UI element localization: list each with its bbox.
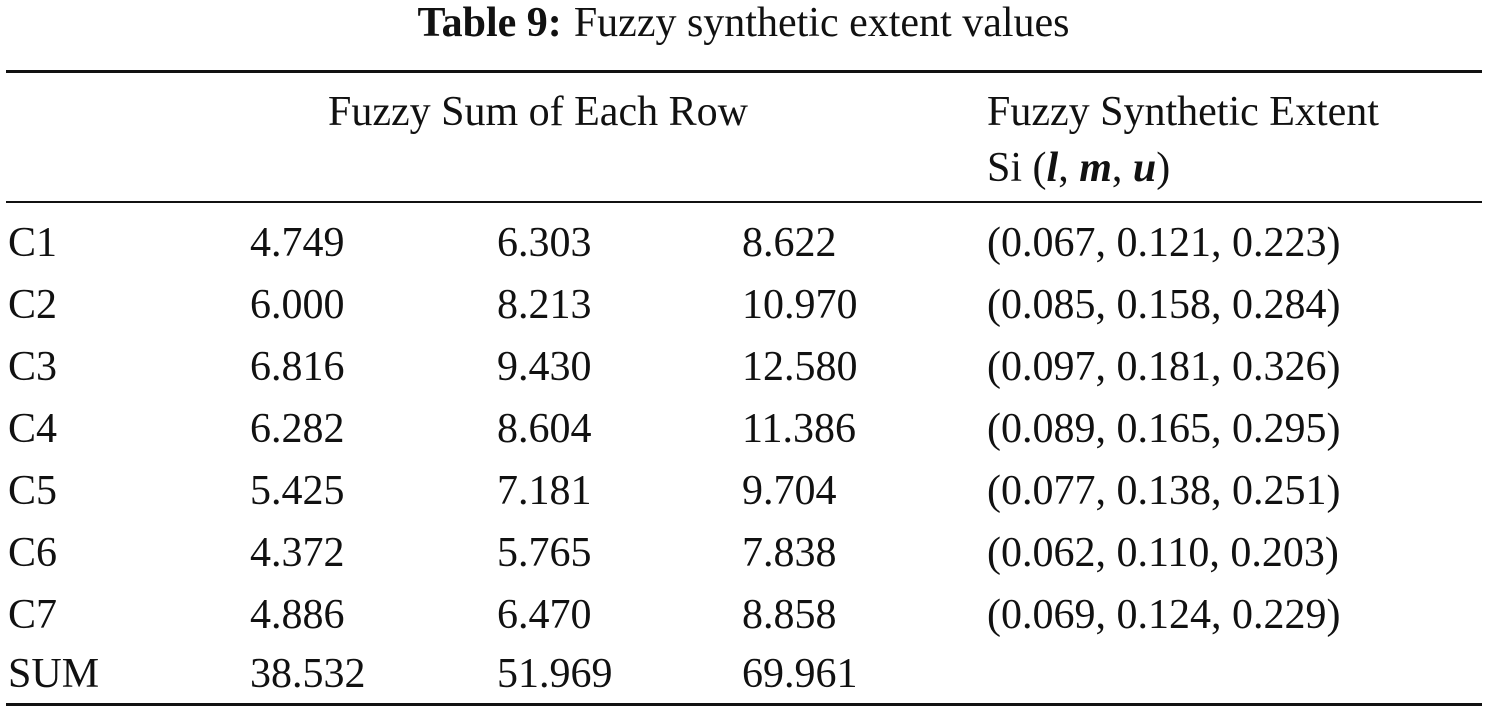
row-name: C3 bbox=[8, 344, 58, 390]
header-sep-1: , bbox=[1058, 145, 1080, 191]
row-name: C4 bbox=[8, 406, 58, 452]
row-sum-l: 6.282 bbox=[250, 406, 345, 452]
row-sum-l: 6.000 bbox=[250, 282, 345, 328]
header-rule bbox=[6, 201, 1482, 203]
caption-label: Table 9: bbox=[417, 0, 562, 46]
row-sum-u: 12.580 bbox=[742, 344, 858, 390]
row-sum-l: 4.749 bbox=[250, 220, 345, 266]
row-sum-l: 4.372 bbox=[250, 530, 345, 576]
row-sum-l: 5.425 bbox=[250, 468, 345, 514]
row-name: C2 bbox=[8, 282, 58, 328]
row-sum-u: 9.704 bbox=[742, 468, 837, 514]
header-var-m: m bbox=[1079, 145, 1112, 191]
row-extent: (0.069, 0.124, 0.229) bbox=[987, 592, 1341, 638]
table-row: C2 6.000 8.213 10.970 (0.085, 0.158, 0.2… bbox=[0, 281, 1487, 341]
header-si-prefix: Si ( bbox=[987, 145, 1047, 191]
table-row: C3 6.816 9.430 12.580 (0.097, 0.181, 0.3… bbox=[0, 343, 1487, 403]
row-sum-m: 6.470 bbox=[497, 592, 592, 638]
header-var-u: u bbox=[1132, 145, 1157, 191]
row-sum-m: 8.604 bbox=[497, 406, 592, 452]
row-sum-m: 5.765 bbox=[497, 530, 592, 576]
row-sum-l: 4.886 bbox=[250, 592, 345, 638]
row-name: C6 bbox=[8, 530, 58, 576]
row-sum-u: 11.386 bbox=[742, 406, 856, 452]
row-extent: (0.077, 0.138, 0.251) bbox=[987, 468, 1341, 514]
row-sum-m: 9.430 bbox=[497, 344, 592, 390]
header-si-suffix: ) bbox=[1156, 145, 1171, 191]
row-extent: (0.089, 0.165, 0.295) bbox=[987, 406, 1341, 452]
row-name: C1 bbox=[8, 220, 58, 266]
row-sum-u: 8.622 bbox=[742, 220, 837, 266]
row-sum-u: 7.838 bbox=[742, 530, 837, 576]
row-name: C7 bbox=[8, 592, 58, 638]
table-row-sum: SUM 38.532 51.969 69.961 bbox=[0, 650, 1487, 710]
row-sum-u: 8.858 bbox=[742, 592, 837, 638]
row-sum-u: 69.961 bbox=[742, 651, 858, 697]
row-extent: (0.097, 0.181, 0.326) bbox=[987, 344, 1341, 390]
row-sum-m: 6.303 bbox=[497, 220, 592, 266]
table-caption: Table 9: Fuzzy synthetic extent values bbox=[0, 0, 1487, 46]
header-var-l: l bbox=[1046, 145, 1059, 191]
top-rule bbox=[6, 70, 1482, 73]
row-extent: (0.062, 0.110, 0.203) bbox=[987, 530, 1339, 576]
header-synthetic-extent: Fuzzy Synthetic Extent bbox=[987, 89, 1379, 135]
row-sum-m: 51.969 bbox=[497, 651, 613, 697]
row-sum-u: 10.970 bbox=[742, 282, 858, 328]
row-extent: (0.067, 0.121, 0.223) bbox=[987, 220, 1341, 266]
row-sum-m: 8.213 bbox=[497, 282, 592, 328]
table-row: C7 4.886 6.470 8.858 (0.069, 0.124, 0.22… bbox=[0, 591, 1487, 651]
header-si-lmu: Si (l, m, u) bbox=[987, 144, 1170, 192]
row-sum-l: 6.816 bbox=[250, 344, 345, 390]
caption-text: Fuzzy synthetic extent values bbox=[573, 0, 1070, 46]
header-sep-2: , bbox=[1111, 145, 1133, 191]
table-row: C4 6.282 8.604 11.386 (0.089, 0.165, 0.2… bbox=[0, 405, 1487, 465]
row-name: C5 bbox=[8, 468, 58, 514]
table-row: C5 5.425 7.181 9.704 (0.077, 0.138, 0.25… bbox=[0, 467, 1487, 527]
bottom-rule bbox=[6, 703, 1482, 706]
header-fuzzy-sum: Fuzzy Sum of Each Row bbox=[328, 89, 748, 135]
row-name: SUM bbox=[8, 651, 100, 697]
table-row: C6 4.372 5.765 7.838 (0.062, 0.110, 0.20… bbox=[0, 529, 1487, 589]
table-row: C1 4.749 6.303 8.622 (0.067, 0.121, 0.22… bbox=[0, 219, 1487, 279]
row-sum-l: 38.532 bbox=[250, 651, 366, 697]
row-extent: (0.085, 0.158, 0.284) bbox=[987, 282, 1341, 328]
row-sum-m: 7.181 bbox=[497, 468, 592, 514]
